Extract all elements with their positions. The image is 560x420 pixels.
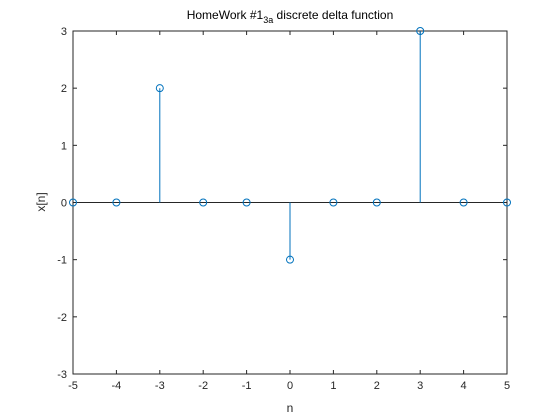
stem-marker-4 — [242, 198, 251, 207]
x-axis-label: n — [287, 401, 294, 415]
stem-marker-9 — [459, 198, 468, 207]
stems-layer — [159, 31, 421, 260]
y-tick-labels: -3 -2 -1 0 1 2 3 — [57, 26, 67, 381]
x-tick-label-10: 5 — [504, 380, 510, 392]
stem-marker-3 — [199, 198, 208, 207]
chart-title-rest: discrete delta function — [273, 8, 393, 22]
x-tick-label-4: -1 — [242, 380, 252, 392]
y-tick-label-5: 2 — [61, 83, 67, 95]
x-tick-label-0: -5 — [68, 380, 78, 392]
chart-title-subscript: 3a — [263, 15, 273, 25]
stem-marker-7 — [372, 198, 381, 207]
y-tick-label-4: 1 — [61, 140, 67, 152]
stem-marker-10 — [503, 198, 511, 207]
stem-marker-8 — [416, 27, 425, 35]
stem-marker-5 — [286, 255, 294, 264]
x-tick-label-2: -3 — [155, 380, 165, 392]
x-tick-label-3: -2 — [198, 380, 208, 392]
x-tick-label-7: 2 — [374, 380, 380, 392]
chart-title: HomeWork #13a discrete delta function — [187, 8, 394, 25]
stem-marker-1 — [112, 198, 121, 207]
y-tick-label-2: -1 — [57, 255, 67, 267]
y-tick-label-1: -2 — [57, 312, 67, 324]
x-tick-label-1: -4 — [112, 380, 122, 392]
x-tick-label-6: 1 — [330, 380, 336, 392]
y-axis-label: x[n] — [34, 192, 48, 211]
markers-layer — [69, 27, 511, 264]
y-tick-label-3: 0 — [61, 198, 67, 210]
x-tick-label-8: 3 — [417, 380, 423, 392]
y-tick-label-0: -3 — [57, 369, 67, 381]
stem-marker-0 — [69, 198, 77, 207]
x-tick-label-5: 0 — [287, 380, 293, 392]
stem-marker-6 — [329, 198, 338, 207]
x-tick-labels: -5 -4 -3 -2 -1 0 1 2 3 4 5 — [68, 380, 510, 392]
chart-title-main: HomeWork #1 — [187, 8, 264, 22]
x-tick-label-9: 4 — [461, 380, 467, 392]
y-tick-label-6: 3 — [61, 26, 67, 38]
stem-marker-2 — [155, 84, 164, 93]
